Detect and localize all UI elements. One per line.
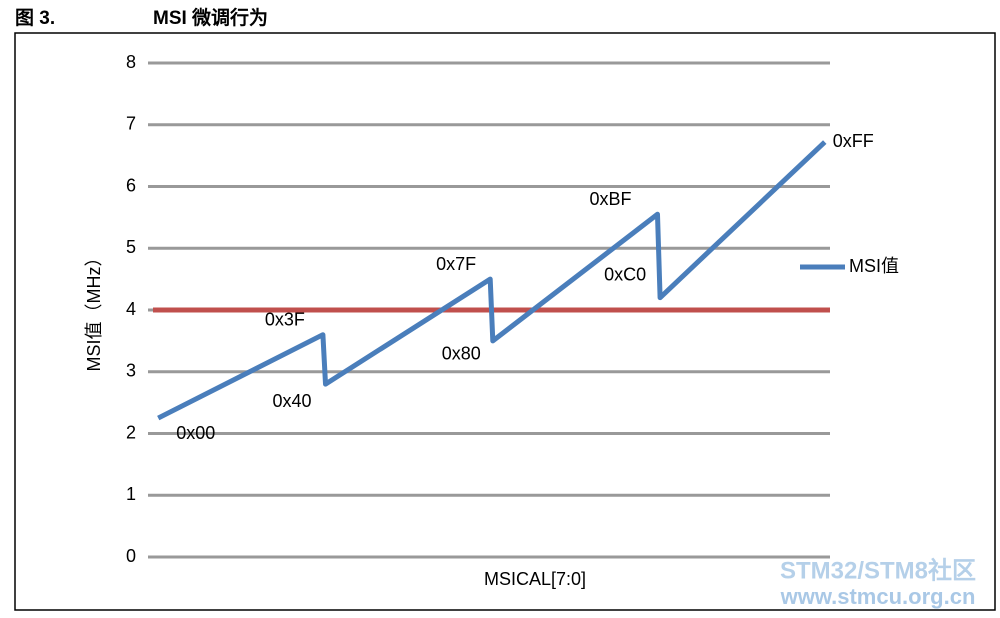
- x-axis-label: MSICAL[7:0]: [484, 569, 586, 589]
- point-label: 0xBF: [589, 189, 631, 209]
- y-tick-label: 2: [126, 422, 136, 442]
- watermark: STM32/STM8社区: [780, 556, 976, 584]
- legend-label: MSI值: [849, 256, 899, 276]
- y-tick-label: 4: [126, 299, 136, 319]
- y-tick-label: 3: [126, 361, 136, 381]
- y-tick-label: 8: [126, 52, 136, 72]
- y-tick-label: 7: [126, 114, 136, 134]
- point-label: 0xC0: [604, 264, 646, 284]
- y-tick-label: 6: [126, 175, 136, 195]
- y-tick-label: 1: [126, 484, 136, 504]
- watermark: www.stmcu.org.cn: [780, 584, 976, 609]
- point-label: 0x40: [272, 391, 311, 411]
- figure-label: 图 3.: [15, 7, 55, 29]
- point-label: 0x3F: [265, 309, 305, 329]
- y-tick-label: 0: [126, 546, 136, 566]
- data-line: [157, 140, 827, 421]
- y-tick-label: 5: [126, 237, 136, 257]
- point-label: 0xFF: [833, 131, 874, 151]
- point-label: 0x80: [442, 344, 481, 364]
- point-label: 0x00: [176, 423, 215, 443]
- chart-title: MSI 微调行为: [153, 6, 268, 29]
- point-label: 0x7F: [436, 254, 476, 274]
- y-axis-label: MSI值（MHz）: [84, 249, 104, 372]
- chart-border: [14, 32, 996, 611]
